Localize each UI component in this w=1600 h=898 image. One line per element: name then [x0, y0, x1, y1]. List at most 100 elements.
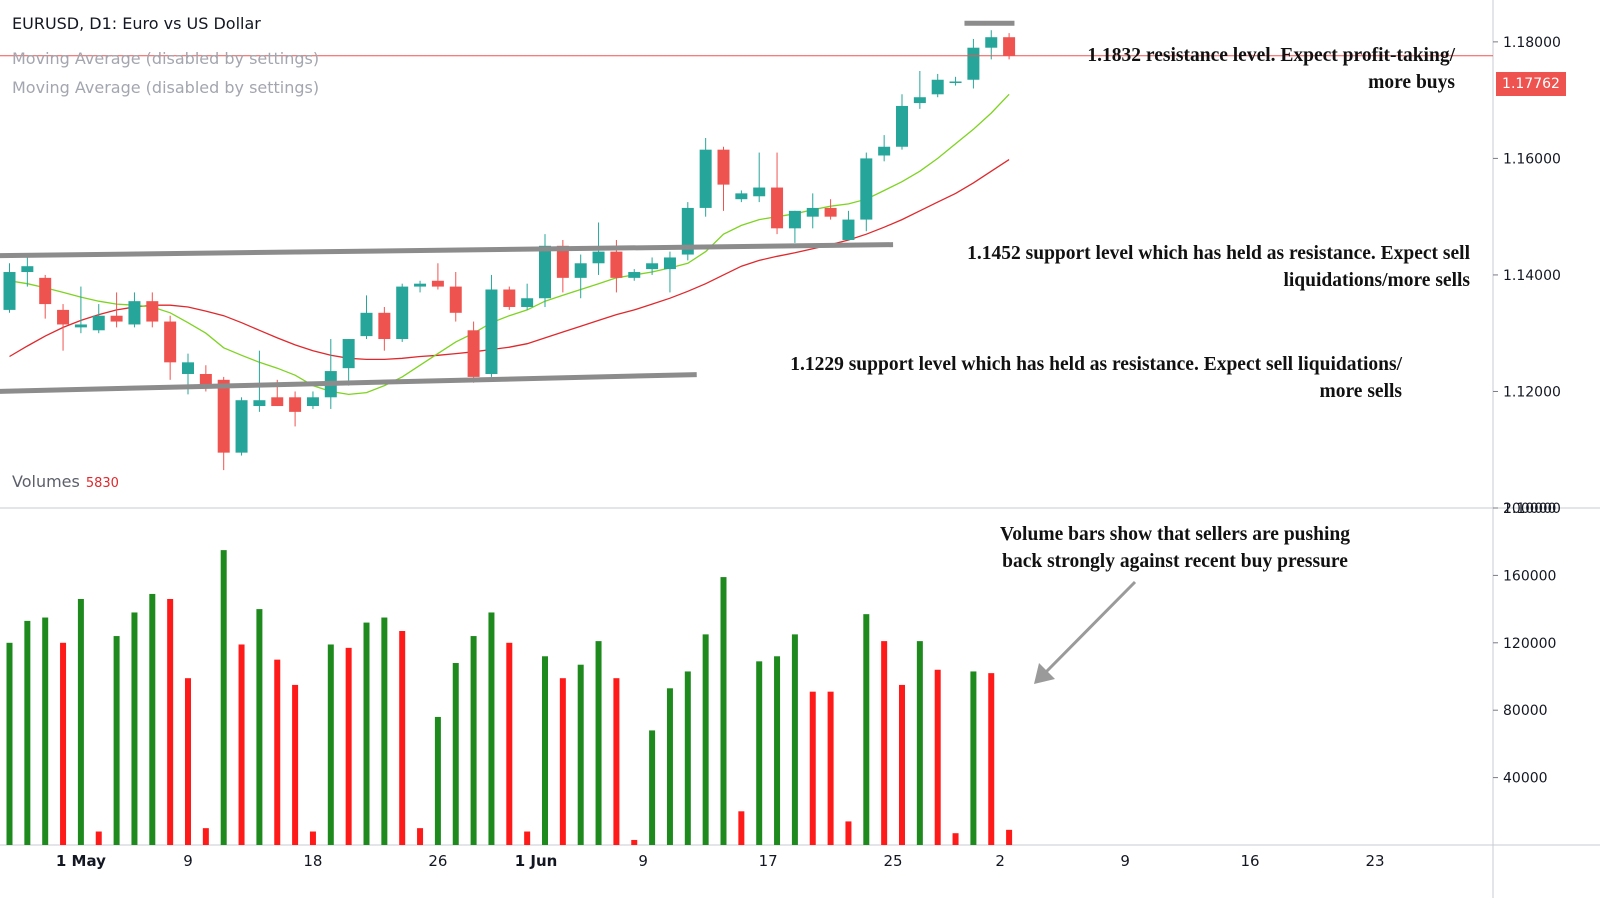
support-1452-level-line	[0, 242, 894, 259]
candle	[699, 138, 712, 217]
candle-body	[449, 286, 462, 313]
volume-tick-label: 160000	[1503, 568, 1556, 584]
volume-bar	[649, 730, 656, 845]
support-1452-annotation-line-1: 1.1452 support level which has held as r…	[967, 243, 1470, 264]
volume-bar	[399, 631, 406, 845]
price-tick-label: 1.16000	[1503, 151, 1561, 167]
candle-body	[967, 47, 980, 80]
candle	[164, 315, 177, 380]
volume-bar	[6, 642, 13, 845]
volume-bar	[791, 634, 798, 845]
volume-bar	[506, 642, 513, 845]
volume-bar	[970, 671, 977, 845]
volume-bar	[988, 673, 995, 845]
volume-bar	[42, 617, 49, 845]
candle	[539, 234, 551, 307]
volume-tick-label: 80000	[1503, 703, 1548, 719]
price-tick-label: 1.14000	[1503, 268, 1561, 284]
volume-bar	[131, 612, 138, 845]
volume-bar	[952, 833, 959, 845]
candle	[681, 202, 694, 261]
candle-body	[235, 400, 248, 453]
time-tick-label: 2	[995, 852, 1005, 870]
candle-body	[271, 397, 284, 407]
candle	[985, 30, 998, 60]
volume-bar	[809, 691, 816, 845]
candle	[57, 304, 70, 351]
candle	[21, 257, 34, 287]
volume-bar	[274, 659, 281, 845]
candle	[503, 286, 516, 310]
volume-bar	[363, 622, 370, 845]
volume-bar	[631, 839, 638, 845]
candle	[824, 199, 837, 220]
annotation-arrow-head	[1034, 663, 1055, 684]
candle-body	[699, 149, 712, 208]
candle-body	[503, 289, 516, 307]
volume-bar	[452, 663, 459, 845]
volume-bar	[345, 647, 352, 845]
candle	[949, 76, 962, 86]
volume-bar	[24, 620, 31, 845]
candle-body	[3, 272, 16, 310]
volume-bar	[702, 634, 709, 845]
time-tick-label: 26	[428, 852, 447, 870]
candle	[289, 391, 302, 427]
volume-bar	[185, 678, 191, 845]
time-tick-label: 1 Jun	[515, 852, 558, 870]
candle	[646, 257, 659, 275]
candle-body	[878, 146, 891, 156]
candle	[110, 292, 123, 328]
candle	[967, 38, 980, 89]
candle	[3, 263, 16, 313]
support-1452-annotation-line-2: liquidations/more sells	[1283, 270, 1470, 291]
candle-body	[860, 158, 873, 220]
volume-bar	[863, 614, 870, 845]
volume-bar	[738, 811, 745, 845]
candle-body	[289, 397, 302, 412]
candle-body	[628, 272, 641, 278]
candle	[860, 152, 873, 232]
candle	[235, 397, 248, 456]
candle-body	[949, 81, 962, 83]
volume-bar	[470, 636, 477, 845]
last-price-tag: 1.17762	[1496, 72, 1566, 96]
slow-moving-average-line	[9, 159, 1010, 361]
volume-bar	[77, 598, 84, 845]
candle-body	[128, 301, 141, 325]
candle	[92, 304, 105, 334]
volume-bar	[113, 636, 120, 845]
candle-body	[521, 298, 534, 307]
candle	[717, 146, 730, 211]
volume-bar	[542, 656, 548, 845]
candle	[342, 339, 355, 386]
volume-bar	[167, 598, 174, 845]
volume-bar	[95, 831, 102, 845]
candle	[146, 292, 159, 328]
candle-body	[342, 339, 355, 369]
support-1452-annotation: 1.1452 support level which has held as r…	[900, 240, 1470, 294]
price-tick-label: 1.10000	[1503, 501, 1561, 517]
candle-body	[663, 257, 676, 270]
candle-body	[485, 289, 498, 374]
candle-body	[431, 280, 444, 287]
candle	[74, 286, 87, 334]
candle	[396, 283, 409, 342]
candle-body	[539, 245, 551, 299]
candle	[324, 339, 337, 409]
candle	[128, 292, 141, 328]
volume-bar	[899, 684, 905, 845]
candle-body	[735, 193, 748, 200]
candle-body	[824, 207, 837, 217]
volume-bar	[684, 671, 691, 845]
ma-legend-2: Moving Average (disabled by settings)	[12, 78, 320, 97]
volume-bar	[756, 661, 763, 845]
volume-tick-label: 200000	[1503, 501, 1556, 517]
candle-body	[21, 266, 34, 273]
volume-bar	[309, 831, 316, 845]
candle-body	[360, 312, 373, 337]
time-tick-label: 1 May	[56, 852, 106, 870]
candle-body	[57, 309, 70, 325]
candle-body	[842, 219, 855, 240]
